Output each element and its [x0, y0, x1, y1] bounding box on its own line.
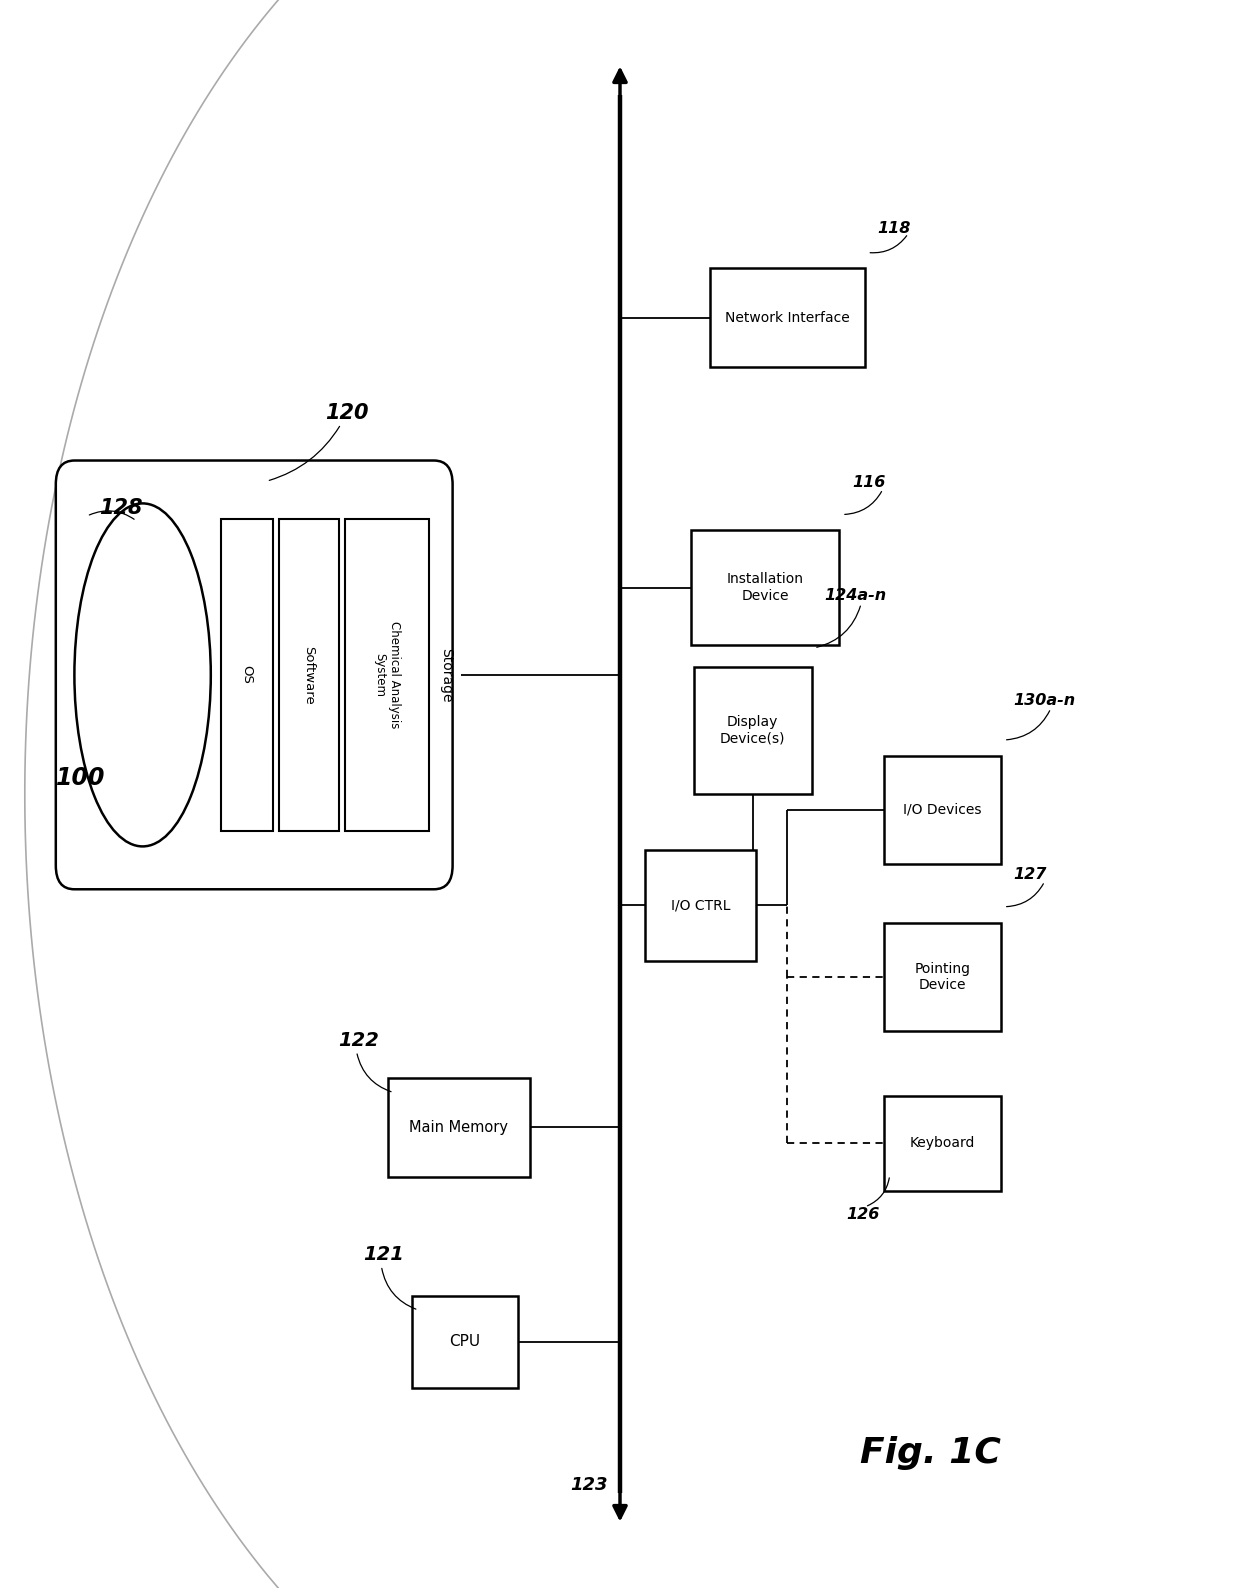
Text: 130a-n: 130a-n — [1014, 692, 1076, 708]
Text: Storage: Storage — [439, 648, 454, 702]
Text: 123: 123 — [570, 1475, 608, 1494]
FancyBboxPatch shape — [279, 519, 339, 831]
FancyBboxPatch shape — [691, 530, 839, 645]
FancyBboxPatch shape — [56, 461, 453, 889]
FancyBboxPatch shape — [645, 850, 756, 961]
Text: 127: 127 — [1014, 867, 1047, 883]
Text: 100: 100 — [56, 765, 105, 791]
FancyBboxPatch shape — [883, 923, 1002, 1031]
Text: 126: 126 — [846, 1207, 879, 1223]
Text: Fig. 1C: Fig. 1C — [859, 1436, 1001, 1470]
FancyBboxPatch shape — [883, 1096, 1002, 1191]
Text: Network Interface: Network Interface — [725, 311, 849, 324]
Text: Display
Device(s): Display Device(s) — [720, 715, 785, 746]
FancyBboxPatch shape — [345, 519, 429, 831]
Text: Installation
Device: Installation Device — [727, 572, 804, 603]
Text: Software: Software — [303, 646, 315, 703]
Text: 120: 120 — [325, 403, 368, 422]
Text: I/O Devices: I/O Devices — [903, 804, 982, 816]
Ellipse shape — [74, 503, 211, 846]
FancyBboxPatch shape — [412, 1296, 518, 1388]
Text: 128: 128 — [99, 499, 143, 518]
Text: Pointing
Device: Pointing Device — [914, 961, 971, 992]
FancyBboxPatch shape — [883, 756, 1002, 864]
FancyBboxPatch shape — [694, 667, 811, 794]
Text: 116: 116 — [852, 475, 885, 491]
FancyBboxPatch shape — [387, 1078, 531, 1177]
Text: 121: 121 — [363, 1245, 403, 1264]
Text: 118: 118 — [878, 221, 910, 237]
Text: I/O CTRL: I/O CTRL — [671, 899, 730, 912]
Text: OS: OS — [241, 665, 253, 684]
FancyBboxPatch shape — [709, 268, 866, 367]
Text: Keyboard: Keyboard — [910, 1137, 975, 1150]
FancyBboxPatch shape — [221, 519, 273, 831]
Text: CPU: CPU — [449, 1334, 481, 1350]
Text: Chemical Analysis
System: Chemical Analysis System — [373, 621, 401, 729]
Text: 124a-n: 124a-n — [823, 588, 887, 603]
Text: 122: 122 — [337, 1031, 378, 1050]
Text: Main Memory: Main Memory — [409, 1120, 508, 1135]
